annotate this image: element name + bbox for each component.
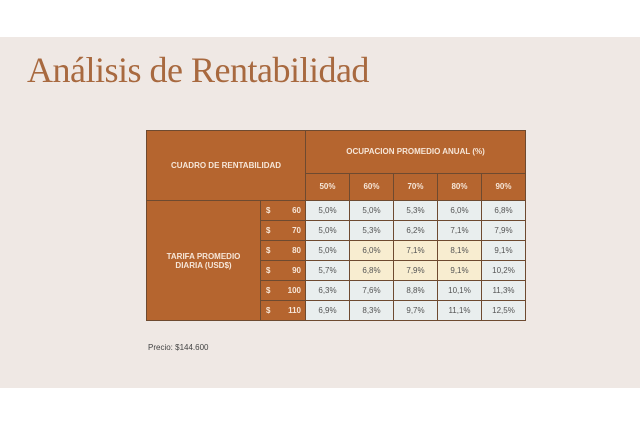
rate-value: 100 [287, 286, 301, 295]
value-cell: 10,2% [481, 260, 526, 281]
value-cell: 6,8% [349, 260, 394, 281]
rate-cell: $70 [260, 220, 306, 241]
rate-cell: $100 [260, 280, 306, 301]
value-cell: 8,3% [349, 300, 394, 321]
rate-cell: $80 [260, 240, 306, 261]
column-header: 60% [349, 172, 394, 202]
value-cell: 9,1% [437, 260, 482, 281]
rate-value: 70 [292, 226, 301, 235]
value-cell: 6,2% [393, 220, 438, 241]
rate-cell: $110 [260, 300, 306, 321]
value-cell: 7,1% [393, 240, 438, 261]
currency-symbol: $ [266, 286, 271, 295]
currency-symbol: $ [266, 266, 271, 275]
rate-cell: $60 [260, 200, 306, 221]
value-cell: 6,0% [349, 240, 394, 261]
value-cell: 9,7% [393, 300, 438, 321]
price-label: Precio: $144.600 [148, 343, 209, 352]
value-cell: 5,0% [349, 200, 394, 221]
column-header: 70% [393, 172, 438, 202]
rate-value: 80 [292, 246, 301, 255]
value-cell: 7,6% [349, 280, 394, 301]
value-cell: 6,8% [481, 200, 526, 221]
rate-value: 110 [288, 306, 301, 315]
currency-symbol: $ [266, 246, 271, 255]
rate-cell: $90 [260, 260, 306, 281]
value-cell: 5,3% [393, 200, 438, 221]
column-header: 80% [437, 172, 482, 202]
table-row: $100 6,3% 7,6% 8,8% 10,1% 11,3% [147, 280, 526, 301]
value-cell: 5,0% [305, 240, 350, 261]
table-row: $80 5,0% 6,0% 7,1% 8,1% 9,1% [147, 240, 526, 261]
value-cell: 11,3% [481, 280, 526, 301]
row-group-header: TARIFA PROMEDIO DIARIA (USD$) [146, 200, 261, 321]
slide: Análisis de Rentabilidad CUADRO DE RENTA… [0, 37, 640, 388]
column-group-header: OCUPACION PROMEDIO ANUAL (%) [305, 130, 526, 174]
table-row: TARIFA PROMEDIO DIARIA (USD$) $60 5,0% 5,0%… [146, 200, 526, 321]
profitability-table: CUADRO DE RENTABILIDAD OCUPACION PROMEDI… [146, 130, 526, 321]
value-cell: 8,8% [393, 280, 438, 301]
value-cell: 11,1% [437, 300, 482, 321]
page-title: Análisis de Rentabilidad [27, 50, 369, 90]
value-cell: 5,0% [305, 200, 350, 221]
value-cell: 10,1% [437, 280, 482, 301]
value-cell: 5,7% [305, 260, 350, 281]
value-cell: 5,3% [349, 220, 394, 241]
currency-symbol: $ [266, 206, 271, 215]
value-cell: 8,1% [437, 240, 482, 261]
currency-symbol: $ [266, 306, 271, 315]
rate-value: 60 [292, 206, 301, 215]
currency-symbol: $ [266, 226, 271, 235]
column-header: 50% [305, 172, 350, 202]
value-cell: 6,9% [305, 300, 350, 321]
rate-value: 90 [292, 266, 301, 275]
column-header: 90% [481, 172, 526, 202]
value-cell: 12,5% [481, 300, 526, 321]
value-cell: 7,9% [393, 260, 438, 281]
value-cell: 5,0% [305, 220, 350, 241]
value-cell: 7,9% [481, 220, 526, 241]
table-corner-label: CUADRO DE RENTABILIDAD [146, 130, 306, 201]
table-row: $110 6,9% 8,3% 9,7% 11,1% 12,5% [147, 300, 526, 321]
value-cell: 9,1% [481, 240, 526, 261]
value-cell: 7,1% [437, 220, 482, 241]
value-cell: 6,0% [437, 200, 482, 221]
value-cell: 6,3% [305, 280, 350, 301]
